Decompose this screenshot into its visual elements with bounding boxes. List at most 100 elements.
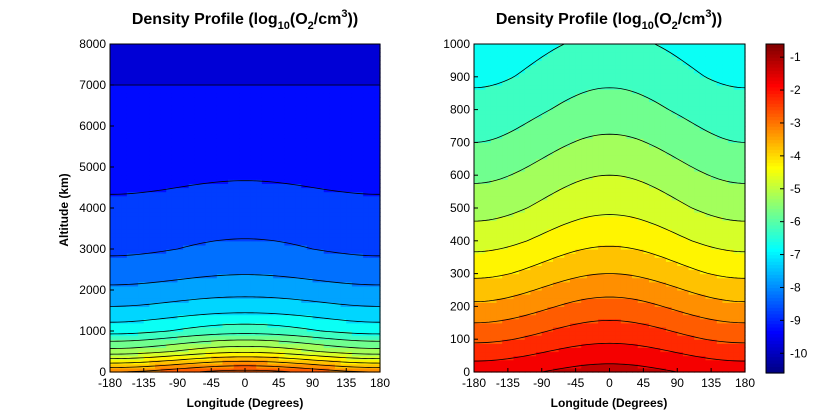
left-field-cell xyxy=(306,48,314,53)
left-field-cell xyxy=(301,232,308,238)
left-field-cell xyxy=(363,179,370,184)
left-field-cell xyxy=(149,117,156,123)
right-field-cell xyxy=(507,335,515,340)
left-field-cell xyxy=(323,52,330,57)
right-field-cell xyxy=(530,281,537,287)
left-field-cell xyxy=(374,171,381,176)
left-field-cell xyxy=(138,224,145,230)
left-field-cell xyxy=(138,167,145,172)
right-field-cell xyxy=(490,269,498,275)
right-field-cell xyxy=(474,183,481,189)
left-field-cell xyxy=(306,294,314,299)
left-field-cell xyxy=(222,208,229,213)
left-field-cell xyxy=(245,302,252,307)
left-field-cell xyxy=(126,121,134,127)
left-field-cell xyxy=(132,167,139,172)
left-field-cell xyxy=(357,105,364,111)
left-field-cell xyxy=(318,224,325,230)
left-field-cell xyxy=(261,281,269,287)
left-field-cell xyxy=(194,150,201,156)
left-field-cell xyxy=(183,146,190,152)
left-field-cell xyxy=(126,44,134,49)
right-field-cell xyxy=(479,89,486,94)
left-field-cell xyxy=(155,138,162,143)
right-field-cell xyxy=(490,277,498,283)
left-field-cell xyxy=(132,285,139,291)
left-field-cell xyxy=(312,265,319,271)
left-field-cell xyxy=(188,322,195,328)
right-field-cell xyxy=(547,335,554,340)
left-field-cell xyxy=(329,121,336,127)
left-field-cell xyxy=(177,97,184,102)
right-field-cell xyxy=(530,72,537,78)
left-field-cell xyxy=(267,113,274,119)
right-field-cell xyxy=(485,60,492,66)
right-field-cell xyxy=(519,306,526,312)
right-field-cell xyxy=(507,72,515,78)
left-field-cell xyxy=(115,80,122,86)
left-field-cell xyxy=(306,253,314,258)
left-field-cell xyxy=(340,68,347,74)
left-field-cell xyxy=(363,298,370,303)
right-field-cell xyxy=(507,101,515,107)
left-field-cell xyxy=(160,347,167,353)
left-field-cell xyxy=(126,240,134,246)
left-field-cell xyxy=(290,277,297,283)
left-field-cell xyxy=(301,175,308,180)
left-field-cell xyxy=(205,195,212,201)
right-field-cell xyxy=(547,306,554,312)
left-field-cell xyxy=(183,232,190,238)
left-field-cell xyxy=(273,60,280,66)
left-field-cell xyxy=(160,331,167,336)
right-field-cell xyxy=(519,72,526,78)
left-field-cell xyxy=(290,76,297,82)
left-field-cell xyxy=(200,130,207,135)
right-field-cell xyxy=(507,134,515,139)
right-field-cell xyxy=(547,199,554,205)
left-field-cell xyxy=(351,359,359,365)
left-field-cell xyxy=(155,306,162,312)
left-field-cell xyxy=(295,150,302,156)
left-field-cell xyxy=(306,367,314,373)
left-field-cell xyxy=(346,290,353,295)
left-field-cell xyxy=(368,187,375,193)
left-field-cell xyxy=(239,224,246,230)
right-field-cell xyxy=(502,298,509,303)
right-field-cell xyxy=(490,52,498,57)
left-field-cell xyxy=(143,97,150,102)
left-field-cell xyxy=(183,343,190,348)
right-field-cell xyxy=(474,310,481,316)
left-field-cell xyxy=(278,142,285,148)
right-field-cell xyxy=(547,249,554,254)
left-field-cell xyxy=(194,199,201,205)
right-field-cell xyxy=(507,162,515,168)
right-field-cell xyxy=(524,76,532,82)
left-field-cell xyxy=(166,195,173,201)
left-field-cell xyxy=(312,171,319,176)
left-field-cell xyxy=(351,138,359,143)
left-field-cell xyxy=(200,199,207,205)
right-field-cell xyxy=(530,302,537,307)
left-field-cell xyxy=(138,187,145,193)
left-field-cell xyxy=(110,134,117,139)
left-field-cell xyxy=(335,56,342,61)
left-field-cell xyxy=(126,318,134,324)
right-field-cell xyxy=(536,142,543,148)
right-field-cell xyxy=(530,314,537,320)
left-field-cell xyxy=(194,212,201,217)
left-field-cell xyxy=(166,101,173,107)
left-field-cell xyxy=(200,322,207,328)
right-field-cell xyxy=(513,277,520,283)
left-field-cell xyxy=(132,64,139,70)
right-field-cell xyxy=(547,167,554,172)
right-field-cell xyxy=(530,101,537,107)
left-field-cell xyxy=(363,72,370,78)
left-field-cell xyxy=(143,150,150,156)
right-field-cell xyxy=(530,253,537,258)
left-field-cell xyxy=(126,359,134,365)
left-field-cell xyxy=(149,167,156,172)
left-field-cell xyxy=(250,281,257,287)
left-field-cell xyxy=(211,298,218,303)
right-field-cell xyxy=(519,294,526,299)
left-field-cell xyxy=(233,146,240,152)
